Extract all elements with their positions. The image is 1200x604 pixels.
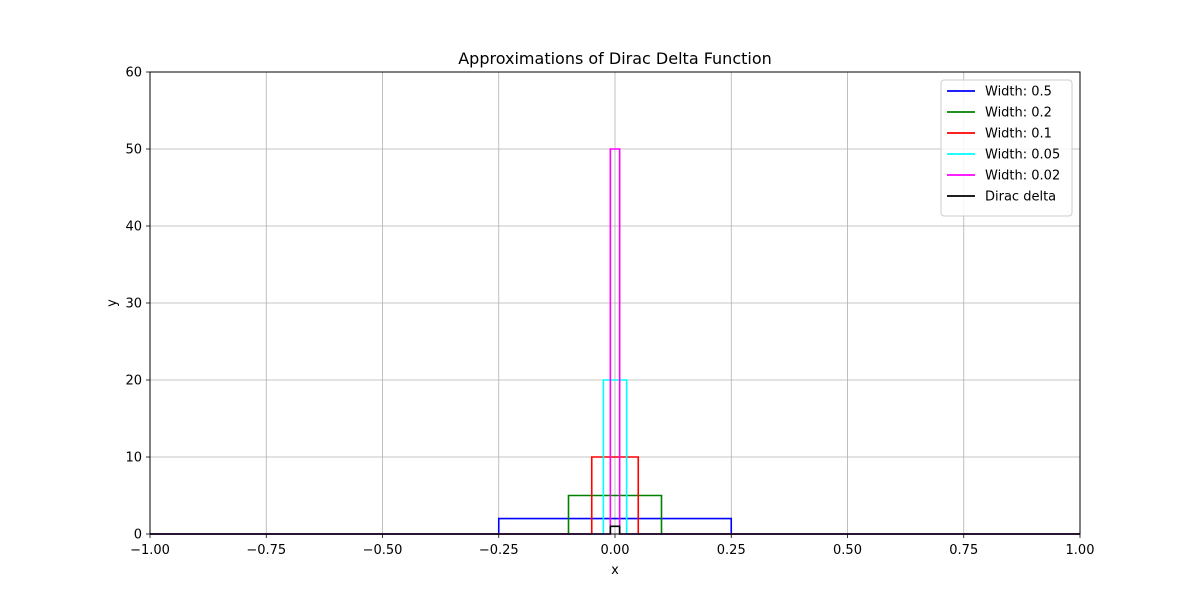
x-tick-label: 1.00 bbox=[1066, 543, 1095, 558]
chart-title: Approximations of Dirac Delta Function bbox=[458, 49, 772, 68]
x-tick-label: −0.75 bbox=[246, 543, 286, 558]
x-tick-label: 0.50 bbox=[833, 543, 862, 558]
y-tick-label: 30 bbox=[125, 297, 142, 312]
legend-label-1: Width: 0.5 bbox=[985, 85, 1052, 100]
legend-label-3: Width: 0.1 bbox=[985, 127, 1052, 142]
x-tick-label: −1.00 bbox=[130, 543, 170, 558]
y-tick-label: 40 bbox=[125, 220, 142, 235]
tick-layer: −1.00 −0.75 −0.50 −0.25 0.00 0.25 0.50 0.75 1.00… bbox=[125, 66, 1094, 559]
legend-box bbox=[940, 79, 1073, 217]
x-tick-label: 0.25 bbox=[717, 543, 746, 558]
legend-label-6: Dirac delta bbox=[985, 190, 1056, 205]
x-tick-label: −0.25 bbox=[479, 543, 519, 558]
y-tick-label: 0 bbox=[134, 528, 142, 543]
y-axis-label: y bbox=[105, 299, 120, 307]
legend: Width: 0.5 Width: 0.2 Width: 0.1 Width: 0.0… bbox=[940, 79, 1073, 217]
y-tick-label: 50 bbox=[125, 143, 142, 158]
legend-label-4: Width: 0.05 bbox=[985, 148, 1060, 163]
x-tick-label: −0.50 bbox=[363, 543, 403, 558]
y-tick-label: 10 bbox=[125, 451, 142, 466]
y-tick-label: 60 bbox=[125, 66, 142, 81]
x-axis-label: x bbox=[611, 563, 619, 578]
legend-label-5: Width: 0.02 bbox=[985, 169, 1060, 184]
x-tick-label: 0.00 bbox=[601, 543, 630, 558]
legend-label-2: Width: 0.2 bbox=[985, 106, 1052, 121]
y-tick-label: 20 bbox=[125, 374, 142, 389]
x-tick-label: 0.75 bbox=[949, 543, 978, 558]
